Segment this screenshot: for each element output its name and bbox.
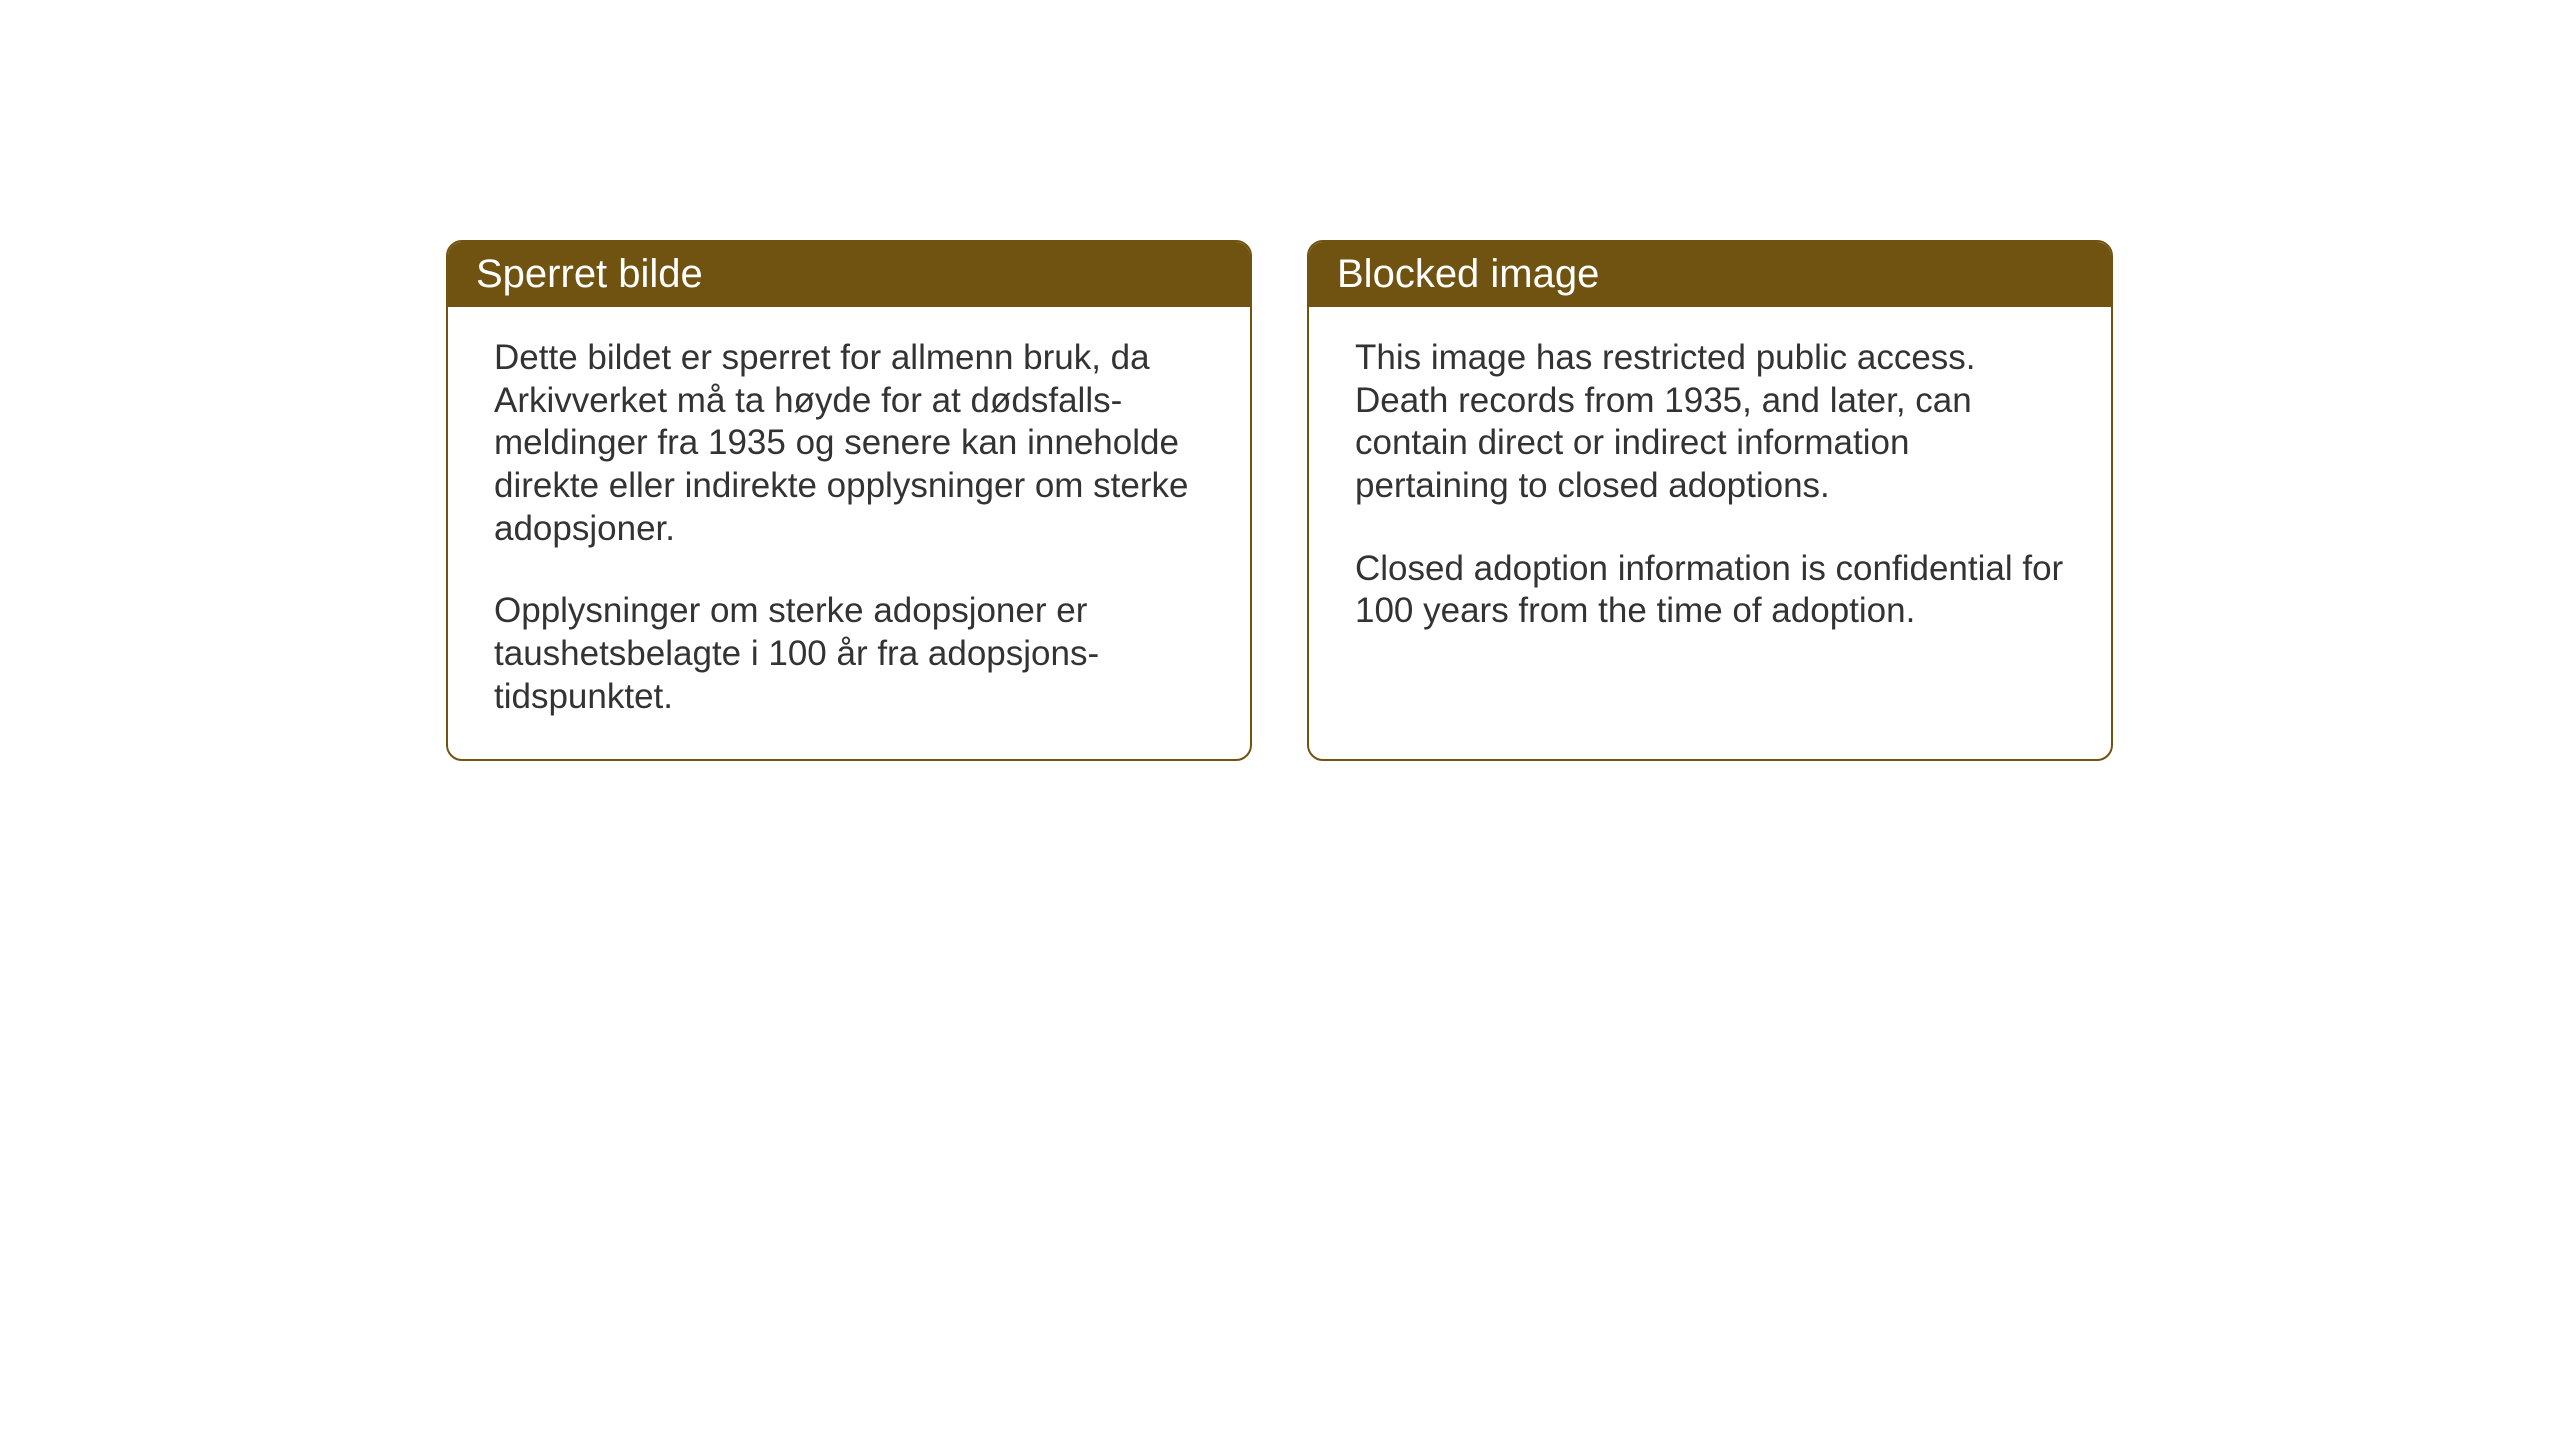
card-title: Blocked image — [1337, 252, 1599, 296]
card-paragraph-2: Opplysninger om sterke adopsjoner er tau… — [494, 590, 1204, 718]
card-paragraph-1: This image has restricted public access.… — [1355, 337, 2065, 508]
card-header-english: Blocked image — [1309, 242, 2111, 307]
notice-card-norwegian: Sperret bilde Dette bildet er sperret fo… — [446, 240, 1252, 761]
card-paragraph-1: Dette bildet er sperret for allmenn bruk… — [494, 337, 1204, 550]
card-title: Sperret bilde — [476, 252, 703, 296]
notice-container: Sperret bilde Dette bildet er sperret fo… — [446, 240, 2113, 761]
card-body-norwegian: Dette bildet er sperret for allmenn bruk… — [448, 307, 1250, 759]
card-header-norwegian: Sperret bilde — [448, 242, 1250, 307]
card-body-english: This image has restricted public access.… — [1309, 307, 2111, 737]
card-paragraph-2: Closed adoption information is confident… — [1355, 548, 2065, 633]
notice-card-english: Blocked image This image has restricted … — [1307, 240, 2113, 761]
